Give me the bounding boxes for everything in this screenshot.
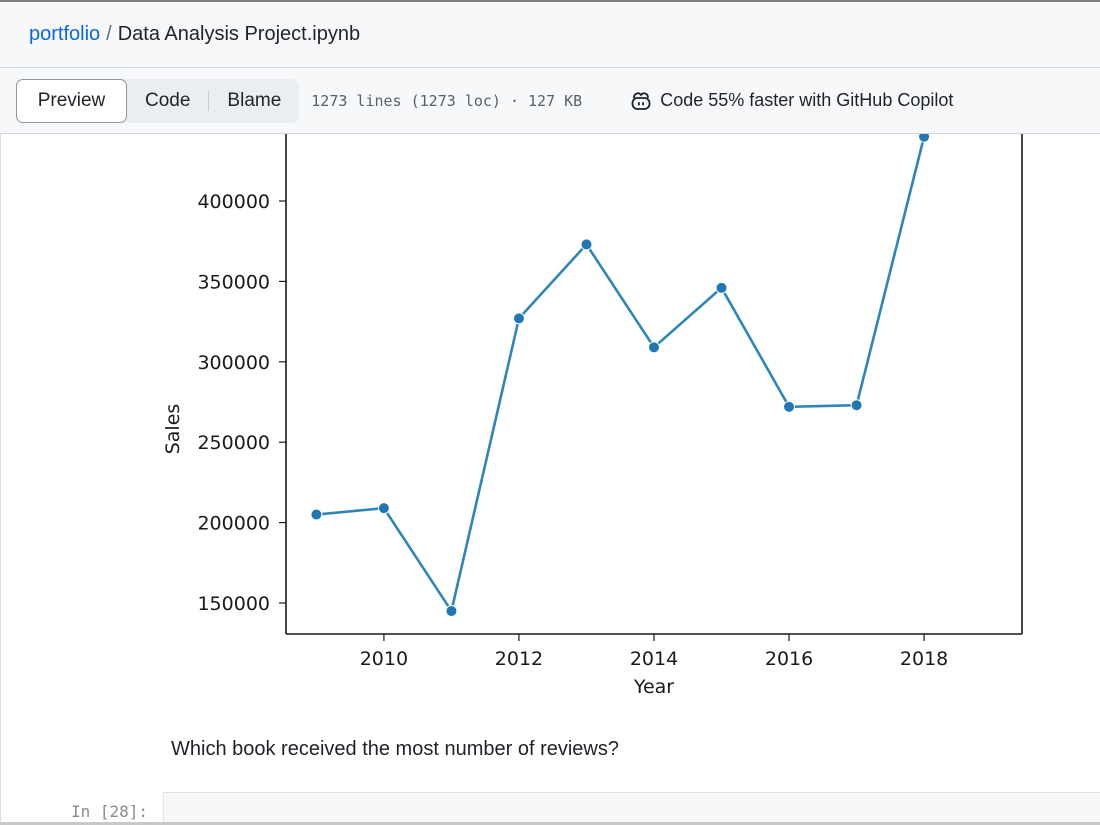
code-cell[interactable] [163,792,1100,825]
file-toolbar: Preview Code Blame 1273 lines (1273 loc)… [0,68,1100,134]
data-point [715,281,728,294]
y-tick-label: 350000 [197,271,270,293]
file-meta: 1273 lines (1273 loc) · 127 KB [311,91,583,110]
breadcrumb: portfolio / Data Analysis Project.ipynb [0,0,1100,68]
view-mode-switcher: Preview Code Blame [16,78,300,123]
x-tick-label: 2010 [360,648,408,670]
y-tick-label: 150000 [197,593,270,615]
tab-blame[interactable]: Blame [227,89,282,111]
series-line [316,134,926,615]
tab-preview[interactable]: Preview [16,78,127,123]
y-tick-label: 250000 [197,432,270,454]
x-tick-label: 2016 [765,648,813,670]
cell-prompt: In [28]: [71,802,149,821]
breadcrumb-separator: / [106,23,112,45]
data-point [512,312,525,325]
data-point [648,341,660,354]
x-tick-label: 2018 [900,648,948,670]
markdown-cell-text: Which book received the most number of r… [171,738,619,760]
data-point [850,399,863,412]
x-tick-label: 2012 [495,648,543,670]
copilot-icon [631,91,651,110]
sales-line-chart: 150000 200000 250000 300000 350000 400000 2010… [162,134,1023,698]
data-point [445,605,458,618]
data-point [918,134,931,143]
x-tick-label: 2014 [630,648,678,670]
y-axis-label: Sales [162,404,184,455]
y-tick-label: 300000 [197,352,270,374]
copilot-promo[interactable]: Code 55% faster with GitHub Copilot [630,90,953,111]
window-bottom-edge [0,822,1100,825]
data-point [783,400,796,413]
breadcrumb-file-name: Data Analysis Project.ipynb [117,23,361,45]
data-point [377,502,390,515]
y-tick-label: 400000 [197,191,270,213]
copilot-text: Code 55% faster with GitHub Copilot [660,90,954,110]
x-axis-label: Year [633,676,674,698]
data-point [310,508,323,521]
tab-divider [208,90,210,111]
breadcrumb-repo-link[interactable]: portfolio [29,23,101,45]
notebook-preview[interactable]: 150000 200000 250000 300000 350000 400000 2010… [0,134,1100,825]
y-tick-label: 200000 [197,513,270,535]
data-point [580,238,593,251]
tab-code[interactable]: Code [145,89,191,111]
